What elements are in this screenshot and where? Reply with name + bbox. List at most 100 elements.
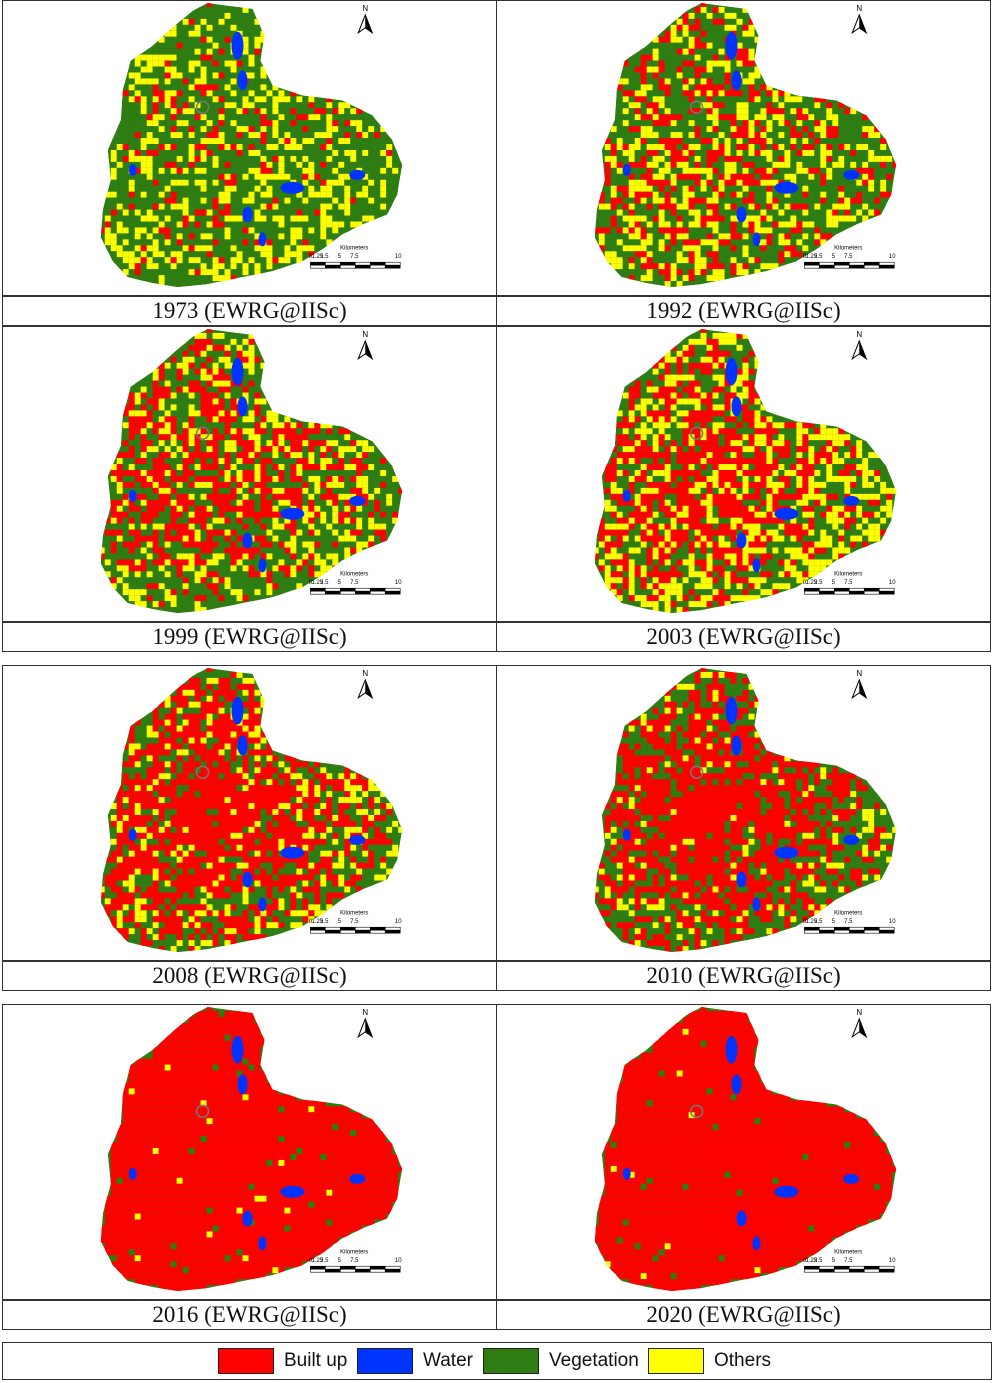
scale-tick-label: 10 — [395, 580, 402, 586]
scale-bar-title: Kilometers — [340, 245, 368, 251]
north-arrow-icon: N — [851, 4, 868, 35]
legend-swatch-vegetation — [483, 1348, 539, 1374]
scale-tick-label: 0 — [803, 1258, 807, 1264]
scale-tick-label: 5 — [338, 1258, 342, 1264]
land-use-map-2016: N Kilometers 0 1.252.5 5 7.5 10 — [100, 1006, 402, 1292]
map-panel-1999: N Kilometers 0 1.25 2.5 5 7.5 10 — [2, 326, 497, 622]
scale-tick-label: 0 — [803, 580, 807, 586]
map-caption-2010: 2010 (EWRG@IISc) — [496, 961, 991, 991]
legend-swatch-builtup — [218, 1348, 274, 1374]
legend: Built up Water Vegetation Others — [2, 1342, 992, 1380]
scale-tick-label: 7.5 — [844, 1258, 853, 1264]
legend-swatch-water — [357, 1348, 413, 1374]
north-label: N — [362, 4, 368, 13]
legend-label-vegetation: Vegetation — [549, 1350, 639, 1371]
scale-tick-label: 5 — [338, 919, 342, 925]
scale-bar-title: Kilometers — [340, 1249, 368, 1255]
scale-tick-label: 7.5 — [350, 580, 359, 586]
scale-tick-label: 1.25 — [312, 580, 324, 586]
map-caption-1999: 1999 (EWRG@IISc) — [2, 622, 497, 652]
legend-label-water: Water — [423, 1350, 473, 1371]
scale-tick-label: 0 — [309, 580, 313, 586]
map-panel-1992: N Kilometers 0 1.25 2.5 5 7.5 10 — [496, 0, 991, 296]
scale-bar: Kilometers 0 1.252.5 5 7.5 10 — [803, 571, 896, 595]
scale-tick-label: 10 — [395, 1258, 402, 1264]
legend-label-builtup: Built up — [284, 1350, 348, 1371]
scale-tick-label: 7.5 — [844, 254, 853, 260]
legend-item-others: Others — [648, 1348, 771, 1374]
north-arrow-icon: N — [357, 4, 374, 35]
north-arrow-icon: N — [851, 1008, 868, 1039]
land-use-map-1992: N Kilometers 0 1.252.5 5 7.5 10 — [594, 2, 896, 288]
scale-bar: Kilometers 0 1.252.5 5 7.5 10 — [309, 245, 402, 269]
scale-tick-label: 10 — [395, 919, 402, 925]
scale-bar: Kilometers 0 1.252.5 5 7.5 10 — [309, 1249, 402, 1273]
north-label: N — [856, 1008, 862, 1017]
scale-tick-label: 5 — [832, 254, 836, 260]
scale-bar: Kilometers 0 1.252.5 5 7.5 10 — [803, 1249, 896, 1273]
scale-tick-label: 7.5 — [350, 254, 359, 260]
map-caption-2003: 2003 (EWRG@IISc) — [496, 622, 991, 652]
scale-tick-label: 7.5 — [844, 580, 853, 586]
legend-item-builtup: Built up — [218, 1348, 347, 1374]
scale-tick-label: 2.5 — [320, 254, 329, 260]
scale-tick-label: 2.5 — [320, 919, 329, 925]
scale-tick-label: 1.25 — [806, 1258, 818, 1264]
scale-tick-label: 10 — [395, 254, 402, 260]
scale-tick-label: 5 — [832, 1258, 836, 1264]
land-use-map-2010: N Kilometers 0 1.252.5 5 7.5 10 — [594, 667, 896, 953]
north-label: N — [362, 330, 368, 339]
scale-tick-label: 5 — [338, 580, 342, 586]
land-use-map-2008: N Kilometers 0 1.252.5 5 7.5 10 — [100, 667, 402, 953]
legend-label-others: Others — [714, 1350, 772, 1371]
north-label: N — [856, 669, 862, 678]
map-caption-2020: 2020 (EWRG@IISc) — [496, 1300, 991, 1330]
scale-tick-label: 2.5 — [814, 919, 823, 925]
scale-bar-title: Kilometers — [340, 571, 368, 577]
scale-tick-label: 2.5 — [320, 580, 329, 586]
scale-tick-label: 2.5 — [814, 580, 823, 586]
map-panel-2003: N Kilometers 0 1.25 2.5 5 7.5 10 — [496, 326, 991, 622]
scale-tick-label: 0 — [309, 254, 313, 260]
scale-tick-label: 1.25 — [806, 919, 818, 925]
land-use-map-2003: N Kilometers 0 1.252.5 5 7.5 10 — [594, 328, 896, 614]
scale-bar-title: Kilometers — [834, 910, 862, 916]
scale-tick-label: 5 — [832, 919, 836, 925]
scale-bar-title: Kilometers — [834, 571, 862, 577]
scale-tick-label: 1.25 — [312, 254, 324, 260]
scale-tick-label: 2.5 — [814, 1258, 823, 1264]
north-arrow-icon: N — [357, 669, 374, 700]
scale-bar-title: Kilometers — [834, 1249, 862, 1255]
scale-bar: Kilometers 0 1.252.5 5 7.5 10 — [803, 910, 896, 934]
scale-tick-label: 0 — [803, 254, 807, 260]
scale-bar: Kilometers 0 1.252.5 5 7.5 10 — [309, 571, 402, 595]
scale-tick-label: 7.5 — [350, 1258, 359, 1264]
land-use-map-2020: N Kilometers 0 1.252.5 5 7.5 10 — [594, 1006, 896, 1292]
north-label: N — [362, 1008, 368, 1017]
north-label: N — [362, 669, 368, 678]
north-arrow-icon: N — [851, 330, 868, 361]
scale-tick-label: 2.5 — [320, 1258, 329, 1264]
scale-bar: Kilometers 0 1.252.5 5 7.5 10 — [309, 910, 402, 934]
scale-tick-label: 0 — [803, 919, 807, 925]
north-label: N — [856, 4, 862, 13]
map-panel-2008: N Kilometers 0 1.25 2.5 5 7.5 10 — [2, 665, 497, 961]
scale-tick-label: 1.25 — [806, 580, 818, 586]
scale-tick-label: 5 — [338, 254, 342, 260]
map-caption-1992: 1992 (EWRG@IISc) — [496, 296, 991, 326]
scale-tick-label: 10 — [889, 580, 896, 586]
scale-tick-label: 7.5 — [844, 919, 853, 925]
north-arrow-icon: N — [357, 330, 374, 361]
scale-tick-label: 1.25 — [312, 1258, 324, 1264]
map-caption-2016: 2016 (EWRG@IISc) — [2, 1300, 497, 1330]
legend-swatch-others — [648, 1348, 704, 1374]
scale-tick-label: 10 — [889, 919, 896, 925]
scale-tick-label: 0 — [309, 919, 313, 925]
land-use-map-1999: N Kilometers 0 1.252.5 5 7.5 10 — [100, 328, 402, 614]
scale-tick-label: 1.25 — [312, 919, 324, 925]
map-panel-2016: N Kilometers 0 1.25 2.5 5 7.5 10 — [2, 1004, 497, 1300]
map-caption-1973: 1973 (EWRG@IISc) — [2, 296, 497, 326]
scale-tick-label: 10 — [889, 254, 896, 260]
land-use-map-1973: N Kilometers 0 1.252.5 5 7.5 10 — [100, 2, 402, 288]
map-caption-2008: 2008 (EWRG@IISc) — [2, 961, 497, 991]
